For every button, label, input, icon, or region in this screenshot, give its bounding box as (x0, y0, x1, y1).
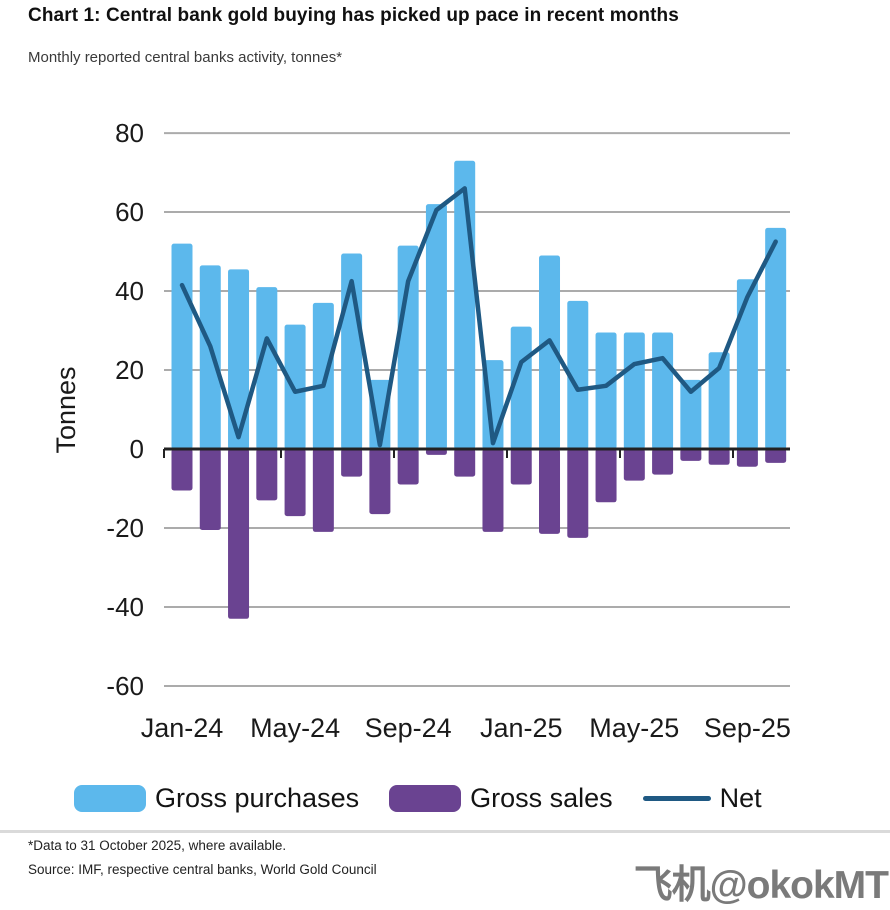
bar-gross-purchases (595, 332, 617, 449)
bar-gross-sales (369, 449, 391, 515)
net-line (179, 186, 778, 448)
page-title: Chart 1: Central bank gold buying has pi… (28, 5, 679, 26)
bar-gross-sales (228, 449, 250, 619)
source-footnote: Source: IMF, respective central banks, W… (28, 862, 377, 877)
y-tick-label: 20 (115, 355, 144, 385)
bar-gross-purchases (284, 324, 306, 449)
watermark-text: 飞机@okokMT (633, 864, 889, 907)
bar-gross-purchases (425, 204, 447, 449)
x-tick-label: Sep-24 (365, 713, 452, 743)
bar-gross-purchases (397, 245, 419, 449)
bar-gross-purchases (312, 302, 334, 449)
bar-gross-purchases (567, 300, 589, 449)
bar-gross-sales (708, 449, 730, 465)
bar-gross-sales (680, 449, 702, 461)
x-tick-label: May-25 (589, 713, 679, 743)
data-footnote: *Data to 31 October 2025, where availabl… (28, 838, 287, 853)
bar-gross-purchases (228, 269, 250, 449)
chart-svg: 80 60 40 20 0 -20 -40 -60 Jan-24 May-24 Sep-24 Jan-… (51, 118, 791, 743)
bar-gross-sales (736, 449, 758, 467)
legend-item-net: Net (642, 782, 762, 814)
bar-gross-purchases (623, 332, 645, 449)
y-axis-title: Tonnes (51, 366, 81, 453)
bar-gross-sales (652, 449, 674, 475)
bar-gross-sales (595, 449, 617, 503)
bar-gross-purchases (539, 255, 561, 449)
bar-gross-sales (341, 449, 363, 477)
bar-gross-sales (765, 449, 787, 463)
y-tick-label: 40 (115, 276, 144, 306)
bar-gross-sales (312, 449, 334, 532)
legend-item-gross-purchases: Gross purchases (74, 783, 359, 814)
gross-sales-swatch-icon (389, 784, 462, 812)
footer-divider (0, 830, 890, 833)
bar-gross-purchases (765, 227, 787, 449)
bar-gross-purchases (369, 379, 391, 449)
x-tick-label: Sep-25 (704, 713, 791, 743)
bar-gross-purchases (256, 287, 278, 449)
bar-gross-purchases (708, 352, 730, 449)
bar-gross-sales (567, 449, 589, 538)
gross-purchases-swatch-icon (74, 784, 146, 812)
bar-gross-purchases (736, 279, 758, 449)
bar-gross-sales (171, 449, 193, 491)
bar-gross-sales (199, 449, 221, 530)
chart-legend: Gross purchases Gross sales Net (74, 774, 762, 822)
y-tick-label: -20 (106, 513, 144, 543)
bar-gross-sales (454, 449, 476, 477)
chart-subtitle: Monthly reported central banks activity,… (28, 49, 343, 66)
legend-label-net: Net (719, 782, 762, 813)
bar-gross-sales (539, 449, 561, 534)
bar-gross-purchases (680, 379, 702, 449)
bar-gross-purchases (199, 265, 221, 449)
y-tick-label: -60 (106, 671, 144, 701)
bar-gross-sales (256, 449, 278, 501)
bar-gross-sales (284, 449, 306, 517)
y-tick-label: 80 (115, 118, 144, 148)
y-tick-label: -40 (106, 592, 144, 622)
legend-label-gross-sales: Gross sales (470, 782, 613, 813)
y-tick-label: 60 (115, 197, 144, 227)
legend-item-gross-sales: Gross sales (389, 783, 613, 814)
x-tick-label: Jan-25 (480, 713, 563, 743)
x-tick-label: Jan-24 (141, 713, 224, 743)
bar-gross-sales (623, 449, 645, 481)
legend-label-gross-purchases: Gross purchases (155, 782, 360, 813)
y-tick-label: 0 (130, 434, 144, 464)
x-tick-label: May-24 (250, 713, 340, 743)
bar-gross-sales (482, 449, 504, 532)
bar-gross-purchases (652, 332, 674, 449)
bar-gross-purchases (171, 243, 193, 449)
bar-gross-sales (510, 449, 532, 485)
net-line-swatch-icon (642, 795, 711, 801)
bar-gross-sales (397, 449, 419, 485)
